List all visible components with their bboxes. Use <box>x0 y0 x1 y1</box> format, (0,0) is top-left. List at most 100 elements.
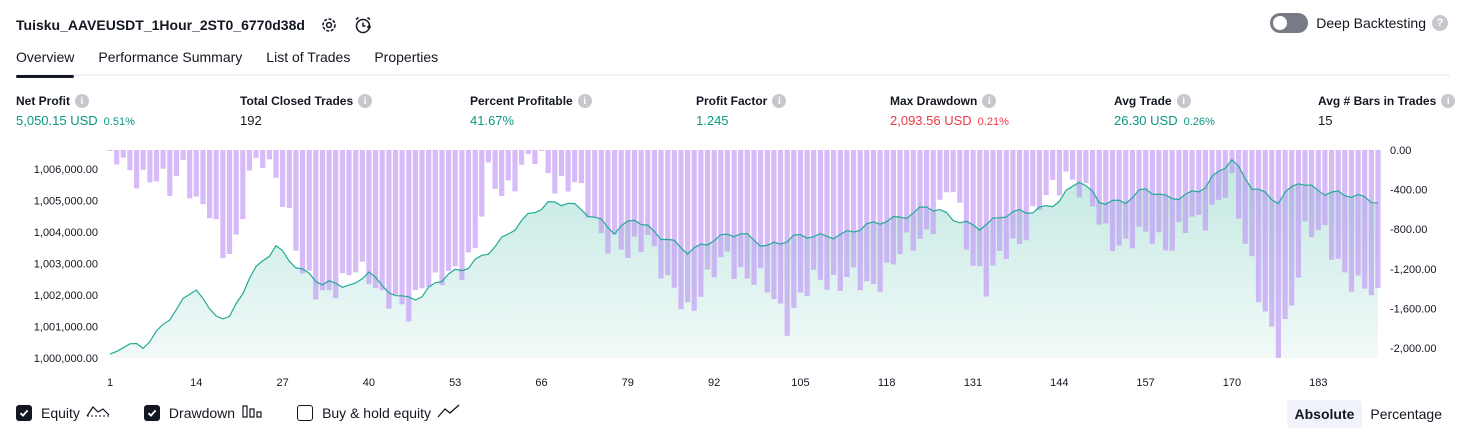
legend-equity-label: Equity <box>41 404 80 421</box>
drawdown-bar <box>1030 150 1036 207</box>
deep-backtesting-toggle[interactable] <box>1270 13 1309 33</box>
drawdown-bar <box>213 150 219 220</box>
drawdown-bar <box>373 150 379 289</box>
drawdown-bar <box>353 150 359 273</box>
drawdown-bar <box>804 150 810 296</box>
info-icon[interactable]: i <box>358 94 373 108</box>
drawdown-bar <box>1322 150 1328 226</box>
drawdown-bar <box>207 150 213 219</box>
legend-buy-hold[interactable]: Buy & hold equity <box>297 403 461 422</box>
mode-absolute-button[interactable]: Absolute <box>1286 400 1363 428</box>
drawdown-bar <box>446 150 452 271</box>
legend-drawdown[interactable]: Drawdown <box>143 403 263 422</box>
stat-total-closed-trades: Total Closed Trades i 192 <box>240 94 373 128</box>
drawdown-bar <box>1083 150 1089 184</box>
legend-buy-hold-label: Buy & hold equity <box>322 404 432 421</box>
y-left-tick-label: 1,001,000.00 <box>34 322 98 334</box>
drawdown-bar <box>937 150 943 200</box>
drawdown-bar <box>499 150 505 196</box>
drawdown-bar <box>1182 150 1189 233</box>
info-icon[interactable]: i <box>1176 94 1191 108</box>
tab-overview[interactable]: Overview <box>16 47 75 78</box>
drawdown-bar <box>432 150 438 273</box>
drawdown-bar <box>173 150 179 177</box>
drawdown-bar <box>1289 150 1295 306</box>
drawdown-bar <box>950 150 956 193</box>
drawdown-bar <box>399 150 405 305</box>
drawdown-bar <box>957 150 963 203</box>
stat-percent: 0.26% <box>1183 116 1215 128</box>
stat-label: Max Drawdown <box>890 94 978 108</box>
drawdown-bar <box>645 150 651 235</box>
x-tick-label: 118 <box>878 377 896 389</box>
drawdown-checkbox[interactable] <box>143 404 160 421</box>
drawdown-bar <box>260 150 266 168</box>
mode-percentage-button[interactable]: Percentage <box>1370 406 1442 422</box>
drawdown-bar <box>1249 150 1255 257</box>
legend-equity[interactable]: Equity <box>16 403 110 422</box>
drawdown-bar <box>738 150 744 268</box>
drawdown-bar <box>963 150 969 250</box>
drawdown-bar <box>1362 150 1368 289</box>
drawdown-bar <box>930 150 936 235</box>
drawdown-bar <box>386 150 392 309</box>
equity-checkbox[interactable] <box>16 404 32 421</box>
deep-backtesting-label: Deep Backtesting <box>1316 15 1426 31</box>
drawdown-bar <box>187 150 193 199</box>
drawdown-bar <box>459 150 465 280</box>
drawdown-bar <box>538 150 545 151</box>
x-tick-label: 40 <box>363 377 375 389</box>
drawdown-bar <box>1176 150 1182 223</box>
drawdown-bar <box>253 150 259 158</box>
drawdown-bar <box>612 150 618 235</box>
drawdown-bar <box>525 150 531 155</box>
drawdown-bar <box>1016 150 1023 244</box>
drawdown-bar <box>1149 150 1155 244</box>
drawdown-bar <box>114 150 120 165</box>
drawdown-bar <box>465 150 472 253</box>
drawdown-bar <box>977 150 983 267</box>
drawdown-bar <box>625 150 631 258</box>
stats-row: Net Profit i 5,050.15 USD 0.51% Total Clos… <box>16 94 1456 130</box>
drawdown-bar <box>1262 150 1268 312</box>
stat-max-drawdown: Max Drawdown i 2,093.56 USD 0.21% <box>890 94 1009 128</box>
drawdown-bar <box>851 150 857 268</box>
drawdown-bar <box>1309 150 1315 238</box>
y-right-tick-label: -400.00 <box>1390 185 1427 197</box>
drawdown-bar <box>897 150 903 255</box>
drawdown-bar <box>1116 150 1122 246</box>
drawdown-bar <box>333 150 339 299</box>
info-icon[interactable]: i <box>982 94 997 108</box>
drawdown-bar <box>1123 150 1129 239</box>
drawdown-bar <box>1050 150 1056 180</box>
settings-icon[interactable] <box>319 15 339 35</box>
drawdown-bar <box>910 150 916 251</box>
stat-percent: 0.21% <box>977 116 1009 128</box>
tab-properties[interactable]: Properties <box>374 49 439 65</box>
help-icon[interactable]: ? <box>1432 15 1448 31</box>
drawdown-bar <box>439 150 445 286</box>
drawdown-bar <box>1076 150 1082 198</box>
alert-clock-icon[interactable] <box>353 15 373 35</box>
info-icon[interactable]: i <box>772 94 787 108</box>
drawdown-bar <box>665 150 671 276</box>
drawdown-bar <box>1342 150 1348 273</box>
drawdown-bar <box>452 150 458 267</box>
buy-hold-checkbox[interactable] <box>297 404 314 421</box>
info-icon[interactable]: i <box>75 94 89 108</box>
bar-chart-icon <box>241 403 263 422</box>
drawdown-bar <box>724 150 730 252</box>
info-icon[interactable]: i <box>1441 94 1456 108</box>
scale-mode-switch: Absolute Percentage <box>1286 400 1451 428</box>
drawdown-bar <box>1129 150 1135 249</box>
drawdown-bar <box>598 150 604 234</box>
tab-performance-summary[interactable]: Performance Summary <box>98 49 243 65</box>
y-left-tick-label: 1,004,000.00 <box>34 227 98 239</box>
drawdown-bar <box>233 150 239 235</box>
info-icon[interactable]: i <box>577 94 592 108</box>
drawdown-bar <box>419 150 425 289</box>
drawdown-bar <box>1216 150 1222 200</box>
drawdown-bar <box>784 150 790 336</box>
tab-list-of-trades[interactable]: List of Trades <box>266 49 351 65</box>
drawdown-bar <box>585 150 591 218</box>
